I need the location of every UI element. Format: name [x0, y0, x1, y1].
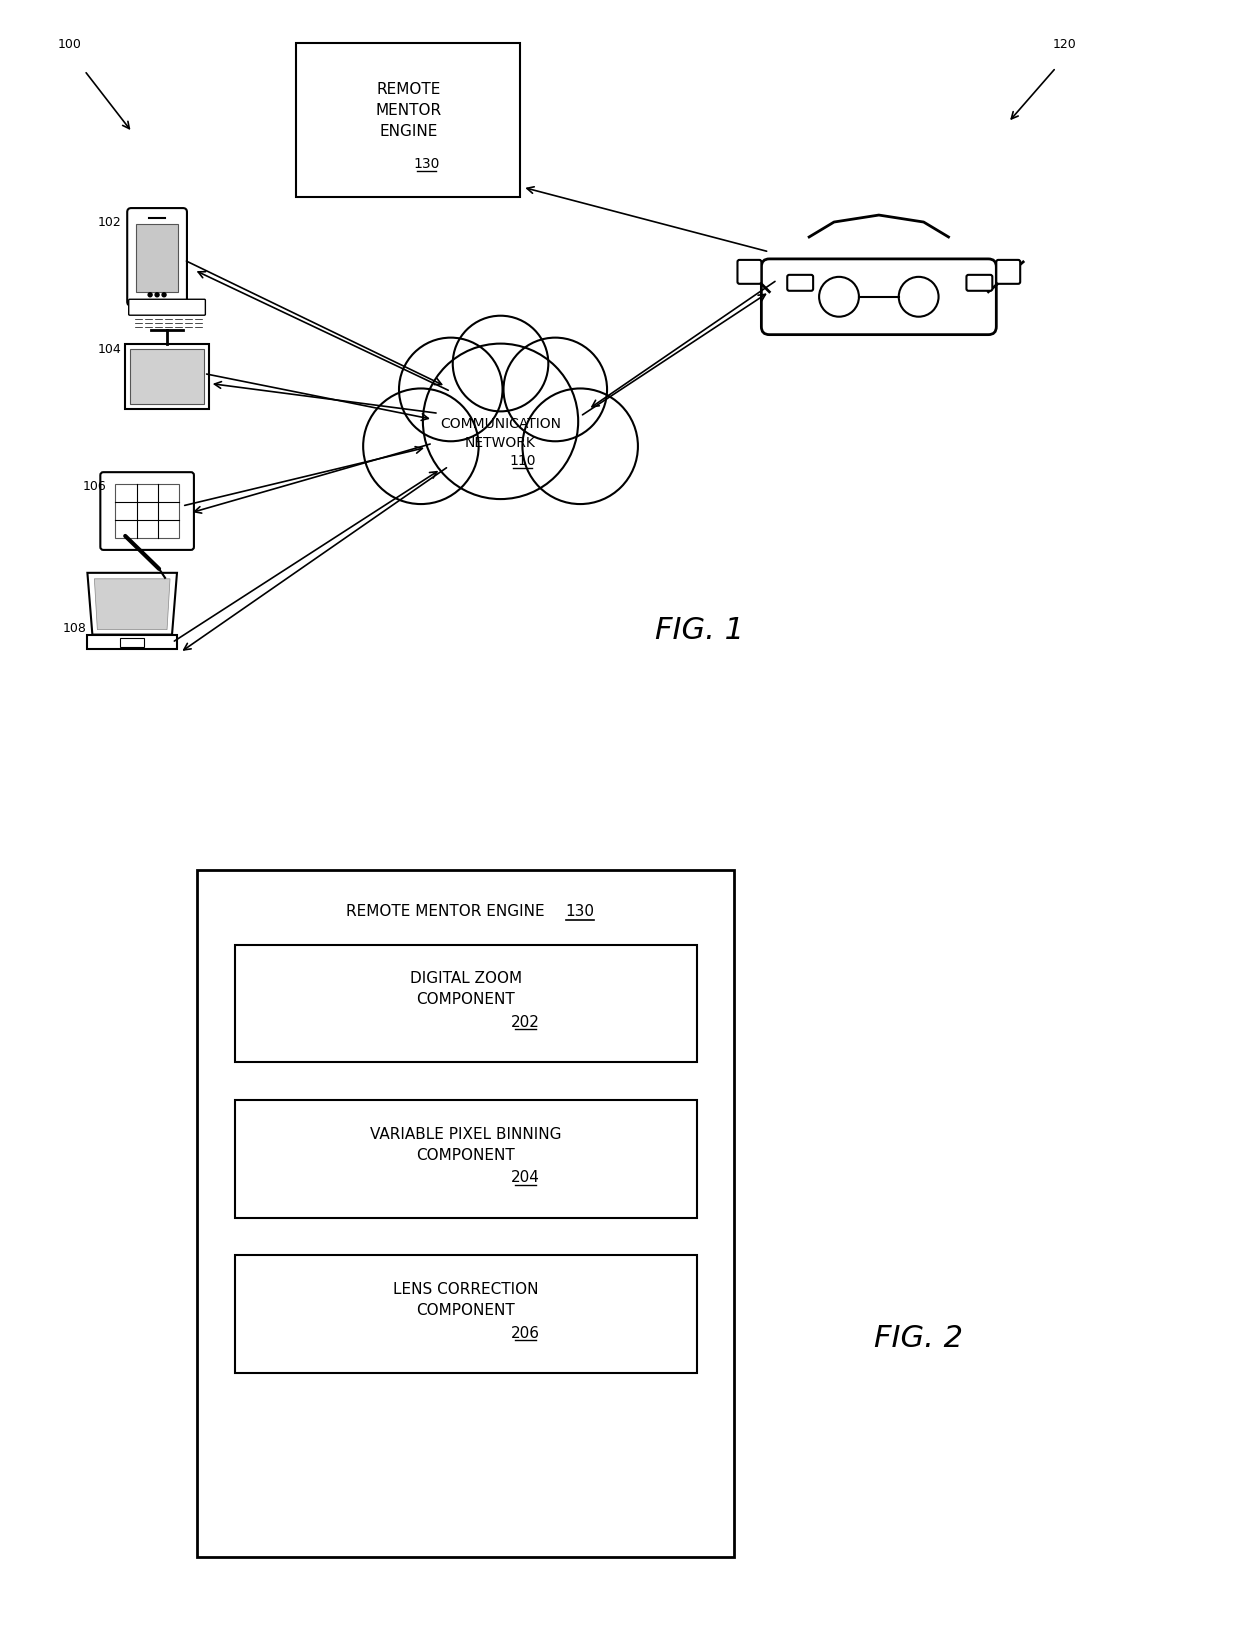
FancyBboxPatch shape	[234, 1256, 697, 1373]
Text: FIG. 2: FIG. 2	[874, 1324, 963, 1352]
Text: 206: 206	[511, 1326, 539, 1341]
FancyBboxPatch shape	[129, 300, 206, 314]
FancyBboxPatch shape	[966, 275, 992, 292]
Text: 100: 100	[57, 37, 82, 50]
Circle shape	[148, 293, 153, 296]
Text: 102: 102	[98, 215, 122, 228]
FancyBboxPatch shape	[197, 870, 734, 1557]
Text: 204: 204	[511, 1170, 539, 1186]
FancyBboxPatch shape	[296, 42, 521, 197]
Text: 120: 120	[1053, 37, 1076, 50]
FancyBboxPatch shape	[738, 261, 761, 283]
Text: 130: 130	[565, 904, 595, 919]
Circle shape	[162, 293, 166, 296]
FancyBboxPatch shape	[130, 349, 205, 404]
Circle shape	[522, 388, 637, 503]
Text: LENS CORRECTION
COMPONENT: LENS CORRECTION COMPONENT	[393, 1282, 538, 1318]
Circle shape	[503, 337, 608, 441]
FancyBboxPatch shape	[234, 1100, 697, 1217]
Text: DIGITAL ZOOM
COMPONENT: DIGITAL ZOOM COMPONENT	[409, 971, 522, 1007]
FancyBboxPatch shape	[120, 637, 144, 647]
Text: REMOTE MENTOR ENGINE: REMOTE MENTOR ENGINE	[346, 904, 546, 919]
FancyBboxPatch shape	[234, 945, 697, 1062]
Circle shape	[399, 337, 502, 441]
FancyBboxPatch shape	[115, 484, 179, 538]
FancyBboxPatch shape	[787, 275, 813, 292]
Text: 130: 130	[413, 158, 439, 171]
FancyBboxPatch shape	[136, 225, 179, 292]
FancyBboxPatch shape	[128, 209, 187, 306]
Text: 104: 104	[98, 344, 122, 357]
Text: FIG. 1: FIG. 1	[655, 616, 744, 645]
Circle shape	[155, 293, 159, 296]
Circle shape	[363, 388, 479, 503]
Text: COMMUNICATION
NETWORK: COMMUNICATION NETWORK	[440, 417, 560, 450]
Text: 106: 106	[82, 479, 107, 492]
FancyBboxPatch shape	[761, 259, 996, 334]
Text: 110: 110	[510, 454, 536, 468]
FancyBboxPatch shape	[125, 344, 210, 409]
Text: REMOTE
MENTOR
ENGINE: REMOTE MENTOR ENGINE	[376, 81, 441, 138]
FancyBboxPatch shape	[100, 472, 193, 551]
Text: 108: 108	[62, 622, 87, 635]
Circle shape	[423, 344, 578, 498]
Circle shape	[453, 316, 548, 412]
Polygon shape	[87, 573, 177, 635]
Text: VARIABLE PIXEL BINNING
COMPONENT: VARIABLE PIXEL BINNING COMPONENT	[370, 1127, 562, 1163]
FancyBboxPatch shape	[87, 635, 177, 648]
Text: 202: 202	[511, 1015, 539, 1030]
Polygon shape	[94, 578, 170, 630]
FancyBboxPatch shape	[996, 261, 1021, 283]
